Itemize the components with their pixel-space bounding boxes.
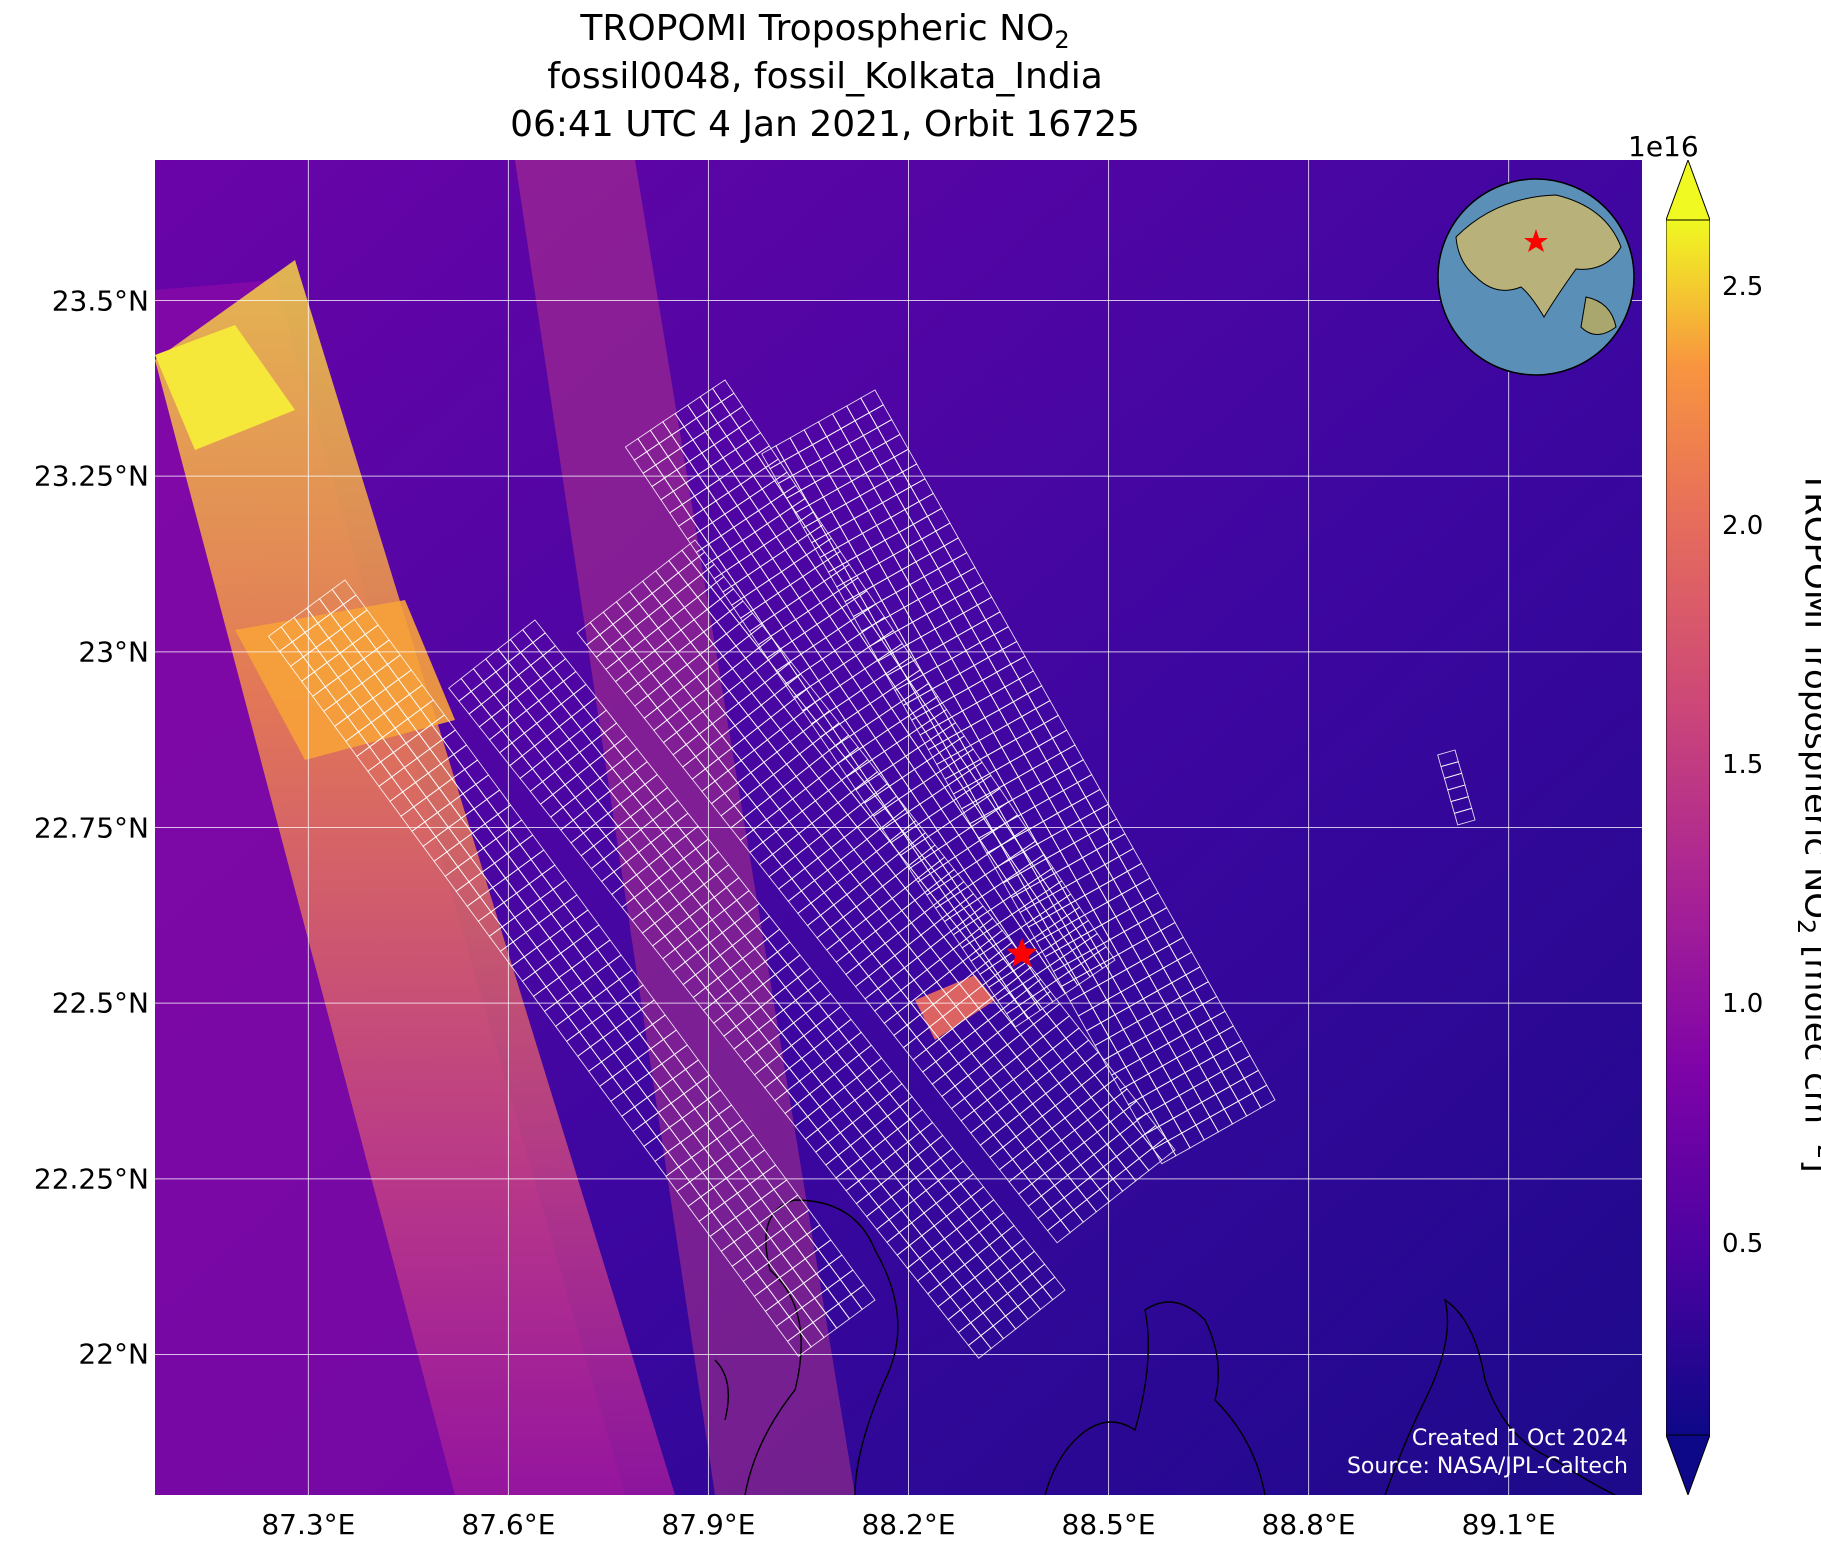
- lat-lon-grid: [155, 160, 1642, 1495]
- colorbar-extend-bottom: [1666, 1434, 1710, 1495]
- chart-title: TROPOMI Tropospheric NO2: [580, 8, 1070, 55]
- footprint-cell: [1046, 1219, 1071, 1244]
- coastline-segment: [1384, 1298, 1616, 1495]
- credit-source: Source: NASA/JPL-Caltech: [1346, 1454, 1628, 1479]
- colorbar-tick-label: 2.5: [1722, 271, 1764, 302]
- credit-created: Created 1 Oct 2024: [1411, 1426, 1628, 1451]
- x-tick-label: 88.2°E: [861, 1508, 956, 1541]
- colorbar-extend-top: [1666, 160, 1710, 221]
- x-tick-label: 89.1°E: [1461, 1508, 1556, 1541]
- footprint-cell: [786, 1331, 812, 1357]
- colorbar-tick-label: 1.0: [1722, 989, 1764, 1020]
- y-tick-label: 22.5°N: [51, 986, 149, 1020]
- x-tick-label: 87.3°E: [261, 1508, 356, 1541]
- globe-land-se: [1580, 296, 1617, 335]
- y-tick-label: 22.25°N: [33, 1162, 149, 1196]
- colorbar: [1666, 160, 1710, 1495]
- oco-footprints: [267, 379, 1476, 1359]
- y-tick-label: 23°N: [78, 635, 149, 669]
- x-tick-label: 87.6°E: [461, 1508, 556, 1541]
- globe-inset: [1437, 178, 1635, 376]
- y-tick-label: 23.25°N: [33, 459, 149, 493]
- colorbar-label: TROPOMI Tropospheric NO2 [molec cm−2]: [1791, 471, 1821, 1172]
- no2-map: [155, 160, 1642, 1495]
- colorbar-tick-label: 1.5: [1722, 750, 1764, 781]
- y-tick-label: 22°N: [78, 1337, 149, 1371]
- globe-land: [1455, 194, 1622, 318]
- no2-plume-core: [155, 325, 295, 450]
- no2-plume-hotspot: [235, 600, 455, 760]
- colorbar-tick-label: 0.5: [1722, 1228, 1764, 1259]
- footprint-cell: [1453, 807, 1476, 826]
- coastline-segment: [744, 1199, 899, 1495]
- x-tick-label: 88.5°E: [1061, 1508, 1156, 1541]
- chart-datetime: 06:41 UTC 4 Jan 2021, Orbit 16725: [510, 104, 1140, 145]
- colorbar-gradient: [1666, 219, 1710, 1436]
- no2-plume-band: [155, 260, 675, 1495]
- coastline-segment: [1044, 1301, 1266, 1495]
- x-tick-label: 87.9°E: [661, 1508, 756, 1541]
- coastline: [714, 1199, 1616, 1495]
- y-tick-label: 23.5°N: [51, 284, 149, 318]
- chart-subtitle: fossil0048, fossil_Kolkata_India: [547, 56, 1103, 97]
- x-tick-label: 88.8°E: [1261, 1508, 1356, 1541]
- footprint-cell: [967, 1334, 992, 1359]
- colorbar-tick-label: 2.0: [1722, 511, 1764, 542]
- globe-star-icon: [1524, 229, 1548, 252]
- colorbar-exponent: 1e16: [1628, 130, 1699, 163]
- footprint-cell: [1005, 1004, 1029, 1028]
- coastline-segment: [714, 1359, 730, 1421]
- footprint-cell: [1152, 1140, 1177, 1165]
- target-star-marker: [1006, 938, 1038, 967]
- y-tick-label: 22.75°N: [33, 811, 149, 844]
